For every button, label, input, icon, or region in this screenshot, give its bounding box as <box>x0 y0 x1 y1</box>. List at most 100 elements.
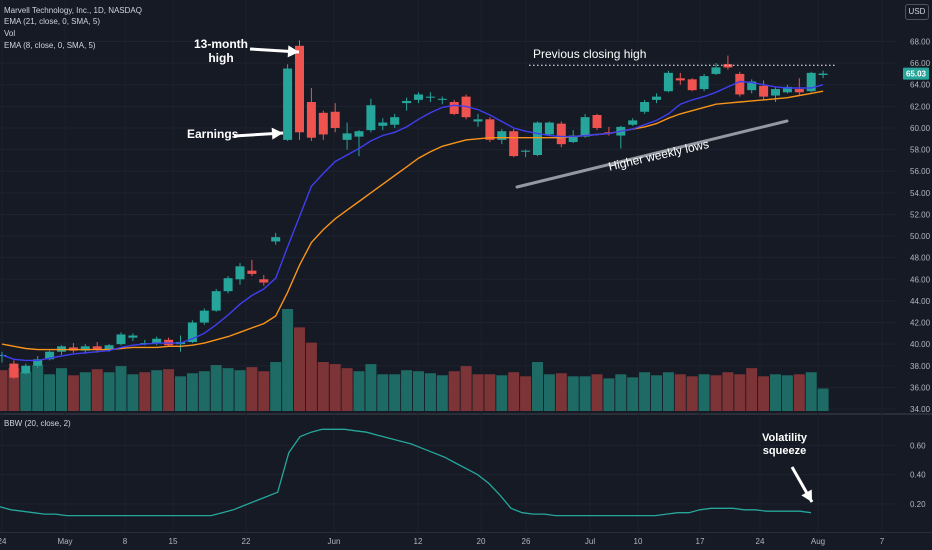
volume-bar <box>710 375 722 411</box>
volume-bar <box>186 373 198 411</box>
candle-body <box>497 131 507 140</box>
volume-bar <box>436 375 448 411</box>
volume-bar <box>662 372 674 411</box>
volume-bar <box>472 374 484 411</box>
volume-bar <box>758 376 770 411</box>
volume-bar <box>424 373 436 411</box>
price-tick-label: 48.00 <box>910 254 931 263</box>
candle-body <box>687 79 697 91</box>
candle-body <box>283 68 293 140</box>
candlesticks <box>0 40 828 379</box>
candle-body <box>485 119 495 140</box>
price-tick-label: 52.00 <box>910 210 931 219</box>
price-tick-label: 54.00 <box>910 189 931 198</box>
price-tick-label: 34.00 <box>910 405 931 414</box>
volume-bar <box>210 365 222 411</box>
candle-body <box>104 345 114 350</box>
bbw-legend: BBW (20, close, 2) <box>4 419 71 428</box>
ema21-legend: EMA (21, close, 0, SMA, 5) <box>4 17 101 26</box>
volume-bar <box>0 370 8 411</box>
candle-body <box>342 133 352 140</box>
price-tick-label: 68.00 <box>910 38 931 47</box>
last-price-label: 65.03 <box>906 70 927 79</box>
price-tick-label: 38.00 <box>910 362 931 371</box>
time-tick-label: May <box>57 537 72 546</box>
price-tick-label: 50.00 <box>910 232 931 241</box>
ema-lines <box>1 80 824 362</box>
ema8-legend: EMA (8, close, 0, SMA, 5) <box>4 41 96 50</box>
candle-body <box>711 67 721 74</box>
volume-bar <box>543 374 555 411</box>
candle-body <box>378 122 388 126</box>
candle-body <box>699 76 709 90</box>
price-tick-label: 40.00 <box>910 340 931 349</box>
candle-body <box>187 322 197 342</box>
symbol-title: Marvell Technology, Inc., 1D, NASDAQ <box>4 6 142 15</box>
annotation-previous-closing-high: Previous closing high <box>533 47 647 61</box>
volume-bar <box>793 374 805 411</box>
candle-body <box>318 112 328 135</box>
volume-bar <box>603 378 615 411</box>
candle-body <box>628 120 638 125</box>
candle-body <box>223 278 233 292</box>
volume-bar <box>198 371 210 411</box>
candle-body <box>640 102 650 112</box>
time-tick-label: 12 <box>414 537 423 546</box>
volume-bar <box>151 370 163 411</box>
volume-bar <box>270 362 282 411</box>
candle-body <box>580 117 590 137</box>
volume-bar <box>115 366 127 411</box>
volume-bar <box>67 375 79 411</box>
volume-bar <box>401 370 413 411</box>
candle-body <box>747 81 757 91</box>
candle-body <box>663 72 673 92</box>
time-tick-label: 15 <box>169 537 178 546</box>
annotation-line: high <box>208 51 234 65</box>
time-axis-separator <box>0 532 932 533</box>
time-tick-label: Aug <box>811 537 825 546</box>
price-tick-label: 64.00 <box>910 81 931 90</box>
candle-body <box>366 105 376 131</box>
candle-body <box>45 351 55 360</box>
candle-body <box>211 291 221 311</box>
time-tick-label: 8 <box>123 537 128 546</box>
currency-button[interactable]: USD <box>905 4 929 20</box>
time-tick-label: 17 <box>696 537 705 546</box>
volume-bar <box>591 374 603 411</box>
candle-body <box>21 365 31 374</box>
volume-bar <box>222 368 234 411</box>
volume-bar <box>163 369 175 411</box>
price-tick-label: 58.00 <box>910 146 931 155</box>
bbw-line <box>0 428 812 517</box>
volume-bar <box>329 364 341 411</box>
volume-bar <box>282 309 294 411</box>
volume-bar <box>44 374 56 411</box>
volume-bar <box>639 372 651 411</box>
candle-body <box>592 115 602 128</box>
candle-body <box>92 346 102 350</box>
candle-body <box>414 94 423 100</box>
candle-body <box>509 131 519 157</box>
candle-body <box>116 334 126 345</box>
candle-body <box>199 310 209 323</box>
arrow-head <box>287 45 299 58</box>
higher-lows-trendline <box>515 119 789 189</box>
volume-bar <box>79 372 91 411</box>
candle-body <box>152 338 162 344</box>
volume-bar <box>746 368 758 411</box>
annotation-13-month-high: 13-month high <box>194 37 248 65</box>
volume-bar <box>56 368 67 411</box>
volume-bar <box>317 362 329 411</box>
candle-body <box>330 111 340 128</box>
axes: 68.00 66.00 64.00 62.00 60.00 58.00 56.00 54.00… <box>0 38 931 547</box>
volume-bar <box>722 372 734 411</box>
candle-body <box>271 237 281 242</box>
candle-body <box>806 72 816 92</box>
annotation-volatility-squeeze: Volatility squeeze <box>762 432 807 458</box>
volume-bar <box>484 374 496 411</box>
candle-body <box>235 266 245 280</box>
volume-bar <box>234 370 246 411</box>
volume-bar <box>508 372 520 411</box>
candle-body <box>259 279 269 283</box>
